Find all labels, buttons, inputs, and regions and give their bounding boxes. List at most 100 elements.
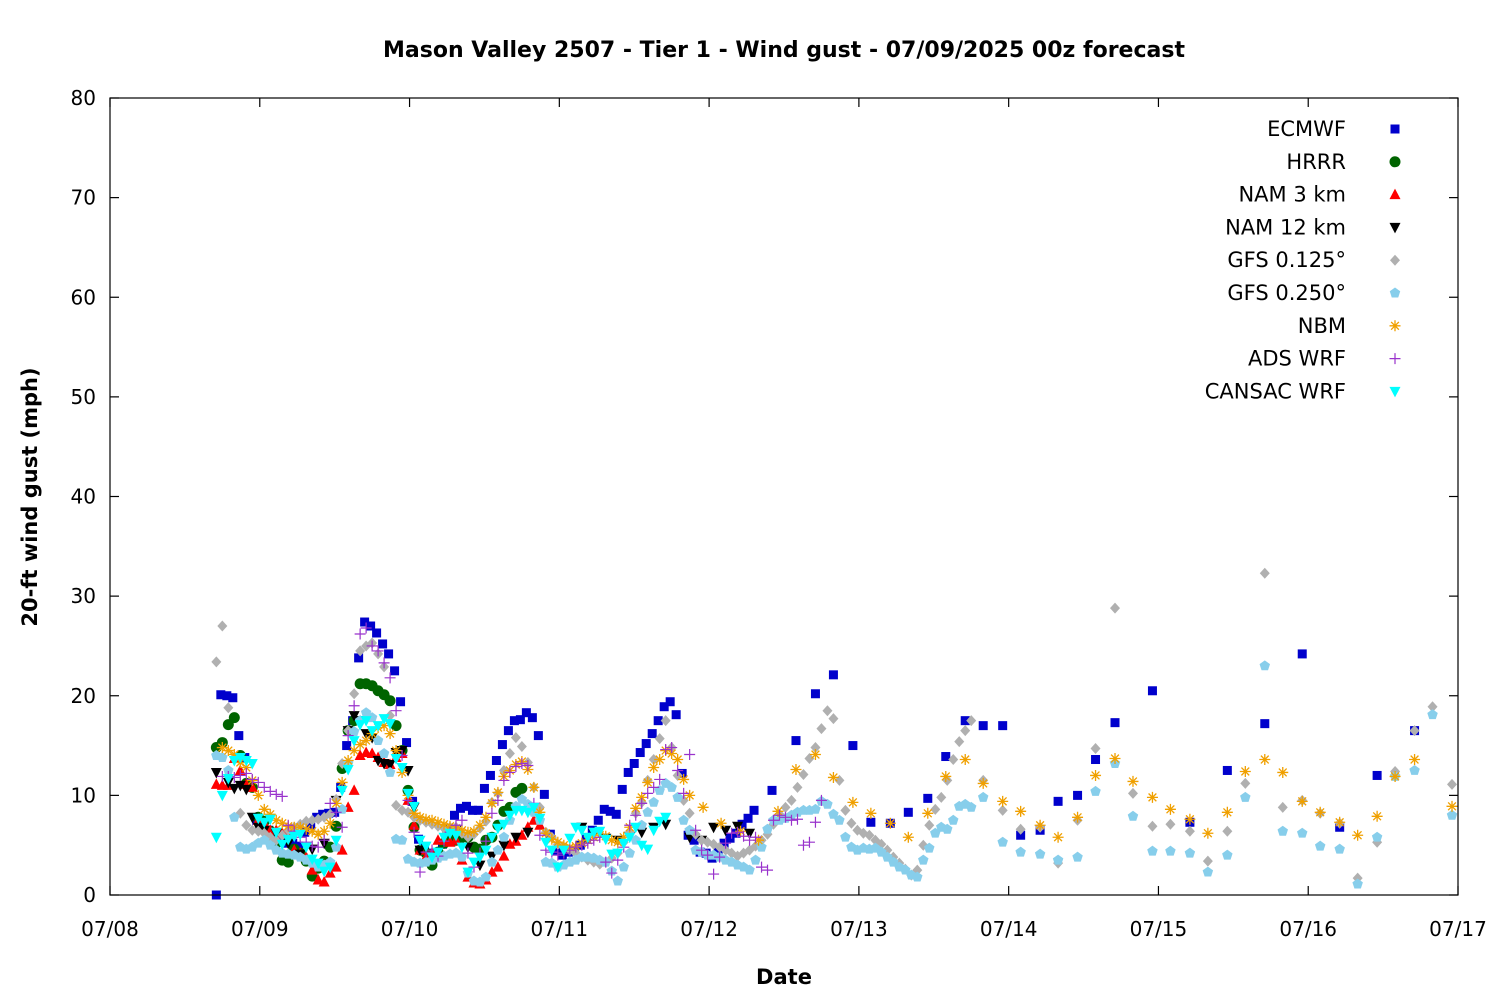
data-point bbox=[516, 741, 527, 753]
data-point bbox=[600, 834, 612, 846]
data-point bbox=[234, 731, 244, 741]
data-point bbox=[390, 666, 400, 676]
legend-label: NBM bbox=[1298, 314, 1346, 338]
data-point bbox=[378, 657, 390, 669]
data-point bbox=[540, 837, 552, 849]
data-point bbox=[354, 653, 364, 663]
data-point bbox=[772, 805, 784, 817]
legend-marker bbox=[1389, 156, 1401, 168]
data-point bbox=[552, 849, 564, 861]
data-point bbox=[797, 839, 809, 851]
data-point bbox=[1297, 827, 1308, 838]
data-point bbox=[803, 836, 815, 848]
data-point bbox=[372, 645, 384, 657]
data-point bbox=[527, 713, 537, 723]
data-point bbox=[998, 721, 1008, 731]
data-point bbox=[432, 847, 444, 859]
data-point bbox=[624, 832, 636, 844]
data-point bbox=[672, 791, 683, 802]
data-point bbox=[1184, 847, 1196, 858]
data-point bbox=[1352, 829, 1364, 841]
data-point bbox=[1240, 777, 1251, 789]
data-point bbox=[791, 736, 801, 746]
data-point bbox=[641, 739, 651, 749]
data-point bbox=[960, 716, 970, 726]
data-point bbox=[684, 749, 696, 761]
data-point bbox=[546, 845, 558, 857]
data-point bbox=[551, 845, 561, 855]
data-point bbox=[1202, 855, 1213, 867]
legend-marker bbox=[1389, 188, 1401, 200]
data-point bbox=[336, 844, 348, 855]
data-point bbox=[1147, 845, 1158, 856]
y-axis-label: 20-ft wind gust (mph) bbox=[18, 367, 42, 626]
data-point bbox=[570, 822, 582, 834]
data-point bbox=[473, 805, 483, 815]
legend-label: NAM 12 km bbox=[1225, 215, 1346, 239]
legend: ECMWF HRRR NAM 3 km NAM 12 km GFS 0.125° GFS … bbox=[1205, 117, 1401, 403]
data-point bbox=[1427, 709, 1438, 720]
data-point bbox=[246, 758, 258, 770]
data-point bbox=[1352, 878, 1363, 889]
data-point bbox=[1372, 770, 1382, 780]
data-point bbox=[1371, 831, 1383, 842]
data-point bbox=[678, 787, 690, 799]
data-point bbox=[222, 773, 234, 785]
data-point bbox=[689, 835, 699, 845]
data-point bbox=[1277, 801, 1288, 813]
data-point bbox=[396, 762, 408, 774]
data-point bbox=[498, 831, 510, 842]
data-point bbox=[648, 761, 660, 773]
data-point bbox=[636, 797, 648, 809]
data-point bbox=[408, 807, 420, 819]
data-point bbox=[630, 809, 642, 821]
data-point bbox=[732, 826, 744, 838]
legend-label: ADS WRF bbox=[1248, 347, 1346, 371]
data-point bbox=[300, 827, 310, 837]
data-point bbox=[378, 748, 390, 758]
data-point bbox=[360, 729, 372, 740]
data-point bbox=[1240, 791, 1251, 802]
x-tick-label: 07/13 bbox=[830, 917, 888, 941]
data-point bbox=[378, 639, 388, 649]
data-point bbox=[809, 816, 821, 828]
data-point bbox=[504, 766, 516, 778]
data-point bbox=[540, 827, 552, 839]
data-point bbox=[1314, 840, 1326, 851]
data-point bbox=[216, 742, 228, 754]
data-point bbox=[539, 789, 549, 799]
data-point bbox=[1072, 851, 1083, 862]
data-point bbox=[1127, 775, 1139, 787]
data-point bbox=[1222, 825, 1233, 837]
data-point bbox=[965, 801, 977, 812]
data-point bbox=[408, 796, 418, 806]
x-tick-label: 07/12 bbox=[680, 917, 738, 941]
data-point bbox=[360, 622, 372, 634]
data-point bbox=[647, 729, 657, 739]
data-point bbox=[462, 867, 474, 879]
data-point bbox=[660, 819, 672, 831]
data-point bbox=[366, 747, 378, 759]
data-point bbox=[252, 776, 264, 788]
data-point bbox=[630, 802, 642, 814]
x-tick-label: 07/14 bbox=[980, 917, 1038, 941]
data-point bbox=[534, 829, 546, 841]
data-point bbox=[216, 690, 226, 700]
data-point bbox=[516, 782, 528, 794]
data-point bbox=[684, 789, 696, 801]
data-point bbox=[884, 817, 896, 829]
x-tick-label: 07/15 bbox=[1130, 917, 1188, 941]
data-point bbox=[342, 755, 354, 767]
data-point bbox=[228, 783, 240, 795]
data-point bbox=[294, 829, 306, 841]
data-point bbox=[617, 784, 627, 794]
data-point bbox=[306, 825, 318, 837]
data-point bbox=[348, 726, 360, 737]
legend-label: NAM 3 km bbox=[1238, 183, 1346, 207]
data-point bbox=[660, 715, 671, 727]
data-point bbox=[485, 770, 495, 780]
data-point bbox=[780, 801, 791, 813]
data-point bbox=[822, 705, 833, 717]
data-point bbox=[1052, 831, 1064, 843]
data-point bbox=[809, 749, 821, 761]
